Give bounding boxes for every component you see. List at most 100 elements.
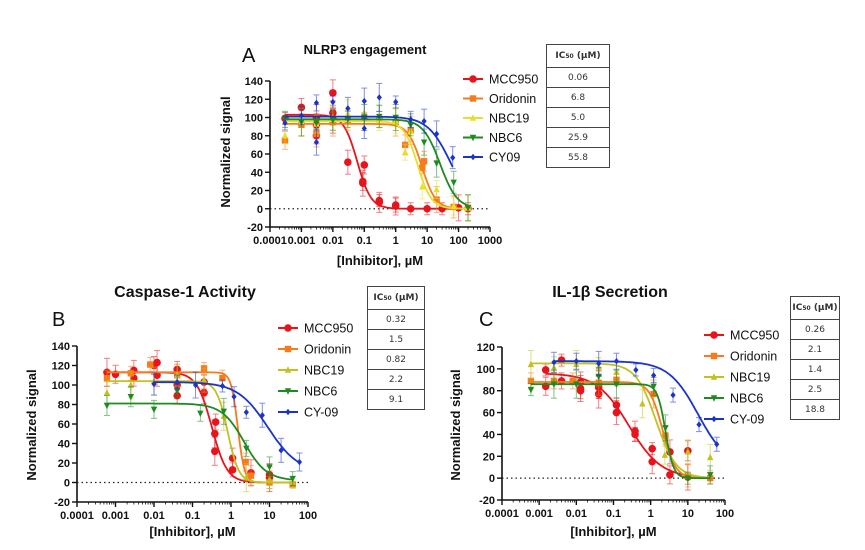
- data-point: [211, 447, 219, 456]
- y-tick-label: 120: [52, 361, 70, 373]
- data-point: [359, 179, 367, 187]
- ic50-value: 2.2: [367, 369, 425, 390]
- data-point: [696, 421, 702, 428]
- fit-curve: [554, 360, 718, 445]
- x-tick-label: 0.001: [525, 508, 553, 520]
- data-point: [313, 120, 320, 127]
- legend-item: NBC19: [704, 371, 770, 385]
- data-point: [569, 377, 576, 385]
- x-tick-label: 10: [263, 510, 275, 522]
- data-point: [527, 377, 535, 385]
- data-point: [127, 381, 135, 388]
- data-point: [408, 116, 414, 123]
- series-nbc6: [527, 367, 714, 485]
- data-point: [200, 389, 208, 397]
- ic50-value: 6.8: [546, 87, 610, 108]
- data-point: [551, 359, 557, 366]
- y-tick-label: 140: [245, 76, 263, 88]
- legend-item: CY09: [463, 151, 520, 165]
- ic50-value: 0.32: [367, 309, 425, 330]
- y-axis-label: Normalized signal: [218, 96, 233, 207]
- data-point: [423, 204, 431, 213]
- legend-marker: [469, 75, 477, 83]
- data-point: [247, 472, 255, 479]
- ic50-value: 18.8: [790, 399, 840, 420]
- data-point: [282, 119, 288, 127]
- data-point: [313, 138, 320, 146]
- x-tick-label: 0.01: [566, 508, 587, 520]
- ic50-value: 1.4: [790, 359, 840, 380]
- y-tick-label: -20: [247, 222, 263, 234]
- ic50-header: IC50 (µM): [546, 44, 610, 68]
- legend-label: NBC6: [304, 385, 337, 399]
- data-point: [329, 117, 337, 124]
- x-tick-label: 1000: [478, 235, 502, 247]
- data-point: [150, 406, 158, 414]
- x-tick-label: 0.01: [322, 235, 343, 247]
- y-tick-label: 60: [483, 408, 495, 420]
- panel-label: B: [52, 309, 65, 331]
- data-point: [329, 89, 337, 97]
- data-point: [219, 374, 226, 382]
- x-tick-label: 100: [449, 235, 467, 247]
- data-point: [420, 139, 428, 146]
- data-point: [464, 205, 472, 212]
- panel-C: IL-1β Secretion C -20 0 20 40 60 80 100 120 0.0001…: [448, 284, 779, 539]
- data-point: [541, 366, 550, 374]
- legend-marker: [284, 324, 292, 332]
- data-point: [596, 360, 602, 367]
- x-tick-label: 0.1: [185, 510, 200, 522]
- data-point: [391, 202, 400, 210]
- legend-marker: [710, 373, 718, 380]
- legend-marker: [710, 395, 718, 402]
- data-point: [345, 105, 351, 112]
- ic50-value: 1.5: [367, 329, 425, 350]
- data-point: [103, 374, 111, 382]
- legend-label: CY-09: [730, 413, 764, 427]
- data-point: [419, 164, 426, 171]
- legend-marker: [284, 345, 292, 353]
- legend-marker: [711, 415, 717, 423]
- data-point: [211, 429, 219, 438]
- data-point: [147, 361, 154, 368]
- ic50-value: 2.1: [790, 339, 840, 360]
- legend-item: Oridonin: [704, 350, 777, 364]
- legend-item: MCC950: [704, 329, 779, 343]
- legend-item: NBC6: [278, 385, 337, 399]
- data-point: [576, 386, 585, 395]
- data-point: [421, 117, 427, 125]
- y-tick-label: 20: [58, 458, 70, 470]
- data-point: [174, 378, 180, 386]
- data-point: [650, 383, 657, 391]
- data-point: [242, 458, 249, 466]
- series-mcc950: [281, 79, 472, 222]
- legend-label: NBC6: [730, 392, 763, 406]
- data-point: [192, 381, 199, 389]
- y-axis-label: Normalized signal: [24, 369, 39, 480]
- data-point: [361, 125, 367, 132]
- data-point: [127, 394, 135, 401]
- ic50-value: 0.06: [546, 67, 610, 88]
- data-point: [259, 412, 265, 419]
- legend-label: NBC19: [730, 371, 770, 385]
- y-tick-label: 40: [483, 429, 495, 441]
- legend-item: MCC950: [463, 73, 538, 87]
- y-tick-label: 100: [245, 113, 263, 125]
- ic50-table: IC50 (µM) 0.32 1.5 0.82 2.2 9.1: [367, 286, 425, 410]
- legend-marker: [469, 134, 477, 142]
- data-point: [648, 457, 657, 466]
- data-point: [173, 388, 181, 395]
- data-point: [450, 202, 457, 209]
- x-tick-label: 0.01: [143, 510, 164, 522]
- x-tick-label: 0.0001: [253, 235, 287, 247]
- legend-label: CY-09: [304, 406, 338, 420]
- chart-title: NLRP3 engagement: [304, 42, 427, 57]
- data-point: [401, 148, 409, 155]
- data-point: [613, 358, 620, 365]
- legend-marker: [284, 388, 292, 395]
- series-cy09: [281, 82, 456, 170]
- legend-label: Oridonin: [489, 92, 536, 106]
- y-tick-label: 40: [251, 167, 263, 179]
- y-tick-label: 80: [58, 400, 70, 412]
- legend-marker: [470, 153, 476, 161]
